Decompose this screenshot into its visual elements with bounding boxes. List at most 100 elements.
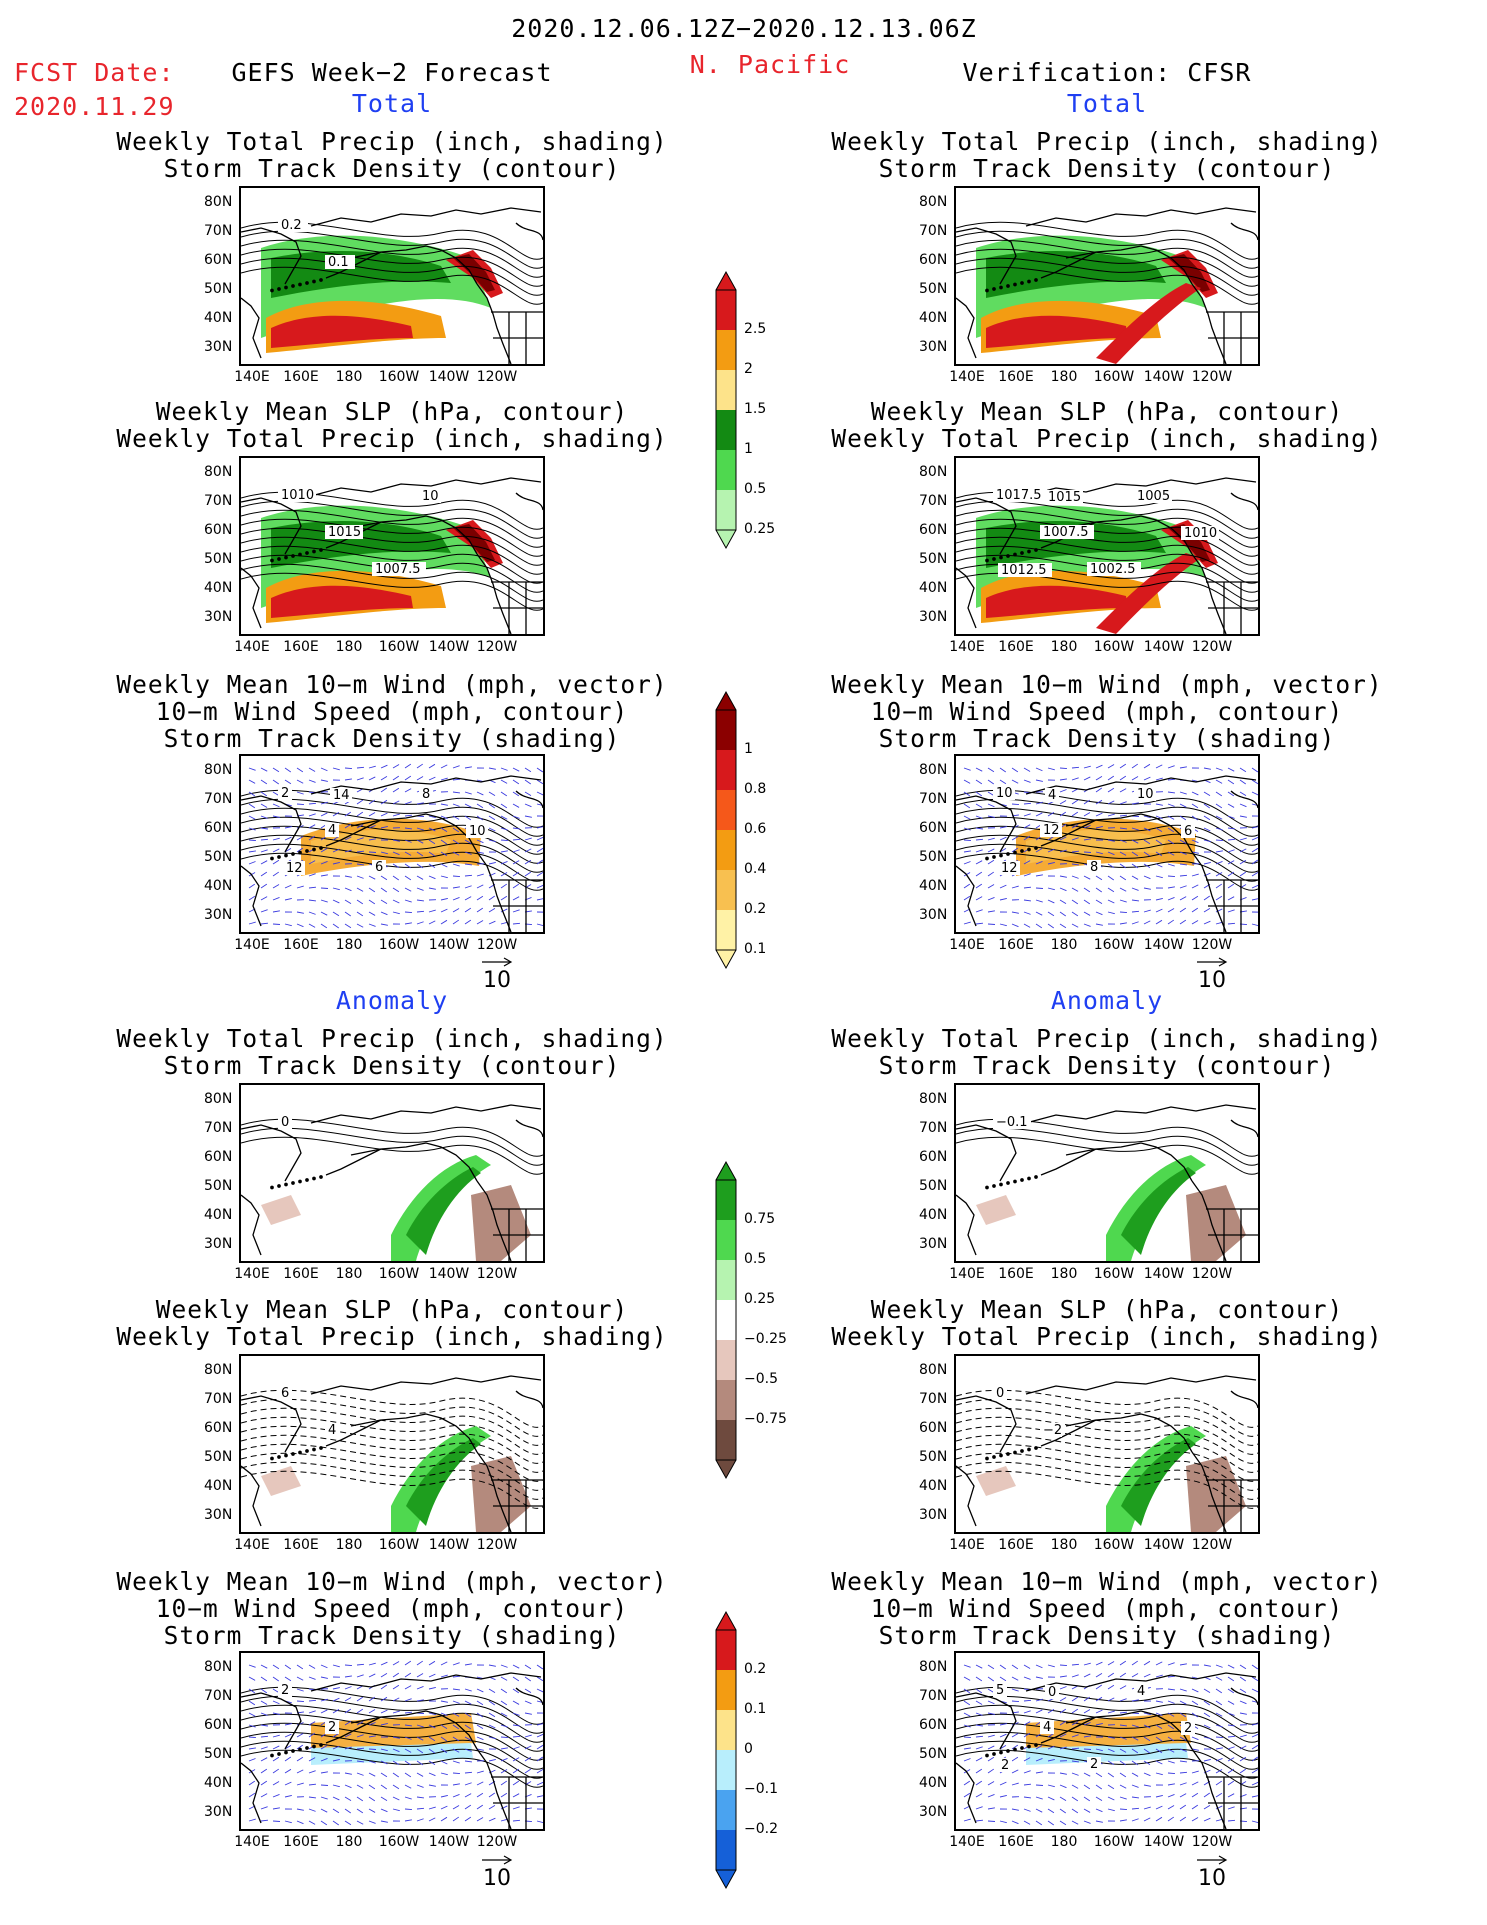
longitude-tick-label: 140W — [1143, 1834, 1185, 1850]
latitude-tick-label: 70N — [919, 1688, 948, 1704]
colorbar-label: 0.5 — [744, 481, 767, 497]
longitude-tick-label: 160W — [1093, 1266, 1135, 1282]
longitude-tick-label: 160E — [283, 639, 319, 655]
colorbar-swatch — [716, 290, 736, 331]
colorbar-label: 0 — [744, 1741, 753, 1757]
latitude-tick-label: 60N — [919, 1717, 948, 1733]
colorbar-swatch — [716, 450, 736, 491]
latitude-tick-label: 60N — [204, 522, 233, 538]
panel-title-line: 10−m Wind Speed (mph, contour) — [870, 697, 1344, 726]
colorbar-label: 1 — [744, 741, 753, 757]
coastline — [956, 1375, 1258, 1532]
latitude-tick-label: 60N — [204, 252, 233, 268]
map-panel-fc-anom-precip: 0 — [239, 1083, 545, 1263]
contour-label: 1015 — [328, 525, 361, 540]
latitude-tick-label: 60N — [919, 522, 948, 538]
colorbar-swatch — [716, 1630, 736, 1671]
colorbar-label: −0.75 — [744, 1411, 787, 1427]
left-column-title: GEFS Week−2 Forecast — [231, 58, 553, 87]
map-panel-fc-total-slp: 1010 1015 1007.5 10 — [239, 456, 545, 636]
longitude-tick-label: 180 — [335, 1266, 363, 1282]
colorbar-label: 0.8 — [744, 781, 767, 797]
longitude-tick-label: 140E — [234, 369, 270, 385]
vector-reference-arrow — [482, 957, 513, 967]
longitude-tick-label: 160W — [378, 1537, 420, 1553]
vector-reference-label: 10 — [1198, 968, 1226, 993]
colorbar-label: 0.1 — [744, 1701, 767, 1717]
colorbar-track_density — [715, 690, 737, 970]
colorbar-swatch — [716, 1180, 736, 1221]
contour-label: 10 — [469, 824, 486, 839]
longitude-tick-label: 160W — [1093, 1834, 1135, 1850]
longitude-tick-label: 140E — [949, 639, 985, 655]
panel-title-line: Weekly Mean SLP (hPa, contour) — [155, 1295, 629, 1324]
colorbar-swatch — [716, 830, 736, 871]
longitude-tick-label: 160E — [998, 937, 1034, 953]
latitude-tick-label: 80N — [204, 194, 233, 210]
latitude-tick-label: 60N — [919, 1149, 948, 1165]
contour-label: 0.2 — [281, 218, 302, 233]
panel-title-line: Weekly Total Precip (inch, shading) — [116, 1322, 668, 1351]
panel-title-line: Weekly Mean 10−m Wind (mph, vector) — [116, 1567, 668, 1596]
longitude-tick-label: 180 — [335, 1834, 363, 1850]
colorbar-swatch — [716, 1260, 736, 1301]
contour-label: 2 — [1001, 1758, 1009, 1773]
map-panel-an-total-precip — [954, 186, 1260, 366]
longitude-tick-label: 180 — [1050, 369, 1078, 385]
latitude-tick-label: 80N — [204, 1091, 233, 1107]
contour-label: 4 — [1048, 788, 1056, 803]
contour-label: 0 — [281, 1115, 289, 1130]
latitude-tick-label: 70N — [204, 223, 233, 239]
longitude-tick-label: 120W — [1191, 639, 1233, 655]
contour-label: 5 — [996, 1683, 1004, 1698]
longitude-tick-label: 160W — [1093, 639, 1135, 655]
colorbar-swatch — [716, 870, 736, 911]
colorbar-swatch — [716, 1420, 736, 1461]
contour-label: 2 — [328, 1720, 336, 1735]
colorbar-label: 0.1 — [744, 941, 767, 957]
contour-label: 1010 — [281, 488, 314, 503]
latitude-tick-label: 70N — [204, 493, 233, 509]
longitude-tick-label: 160W — [378, 369, 420, 385]
colorbar-label: 0.6 — [744, 821, 767, 837]
vector-reference-arrow — [1197, 1855, 1228, 1865]
longitude-tick-label: 140W — [1143, 639, 1185, 655]
latitude-tick-label: 80N — [919, 1659, 948, 1675]
contour-label: 1007.5 — [1043, 525, 1089, 540]
contour-label: −0.1 — [996, 1115, 1028, 1130]
contour-label: 1002.5 — [1090, 562, 1136, 577]
longitude-tick-label: 140E — [234, 1834, 270, 1850]
longitude-tick-label: 120W — [1191, 1266, 1233, 1282]
longitude-tick-label: 140E — [234, 937, 270, 953]
longitude-tick-label: 140E — [949, 1834, 985, 1850]
longitude-tick-label: 140W — [1143, 937, 1185, 953]
latitude-tick-label: 40N — [204, 1207, 233, 1223]
contour-label: 0 — [1048, 1685, 1056, 1700]
colorbar-swatch — [716, 1340, 736, 1381]
contour-label: 1005 — [1137, 489, 1170, 504]
latitude-tick-label: 60N — [919, 820, 948, 836]
colorbar-label: −0.5 — [744, 1371, 778, 1387]
longitude-tick-label: 120W — [1191, 1834, 1233, 1850]
colorbar-swatch — [716, 1670, 736, 1711]
contour-label: 8 — [422, 787, 430, 802]
longitude-tick-label: 160W — [1093, 937, 1135, 953]
right-column-title: Verification: CFSR — [962, 58, 1252, 87]
longitude-tick-label: 160E — [283, 1266, 319, 1282]
latitude-tick-label: 80N — [204, 762, 233, 778]
latitude-tick-label: 40N — [204, 310, 233, 326]
contour-label: 1015 — [1048, 490, 1081, 505]
coastline — [956, 207, 1258, 364]
contour-label: 12 — [286, 861, 303, 876]
longitude-tick-label: 120W — [1191, 369, 1233, 385]
panel-title-line: Storm Track Density (contour) — [163, 1051, 621, 1080]
vector-reference-label: 10 — [483, 1866, 511, 1891]
contour-label: 10 — [996, 786, 1013, 801]
left-total-label: Total — [351, 89, 433, 118]
latitude-tick-label: 80N — [204, 464, 233, 480]
colorbar-label: 0.4 — [744, 861, 767, 877]
contour-label: 10 — [1137, 787, 1154, 802]
longitude-tick-label: 180 — [335, 937, 363, 953]
latitude-tick-label: 40N — [919, 1775, 948, 1791]
